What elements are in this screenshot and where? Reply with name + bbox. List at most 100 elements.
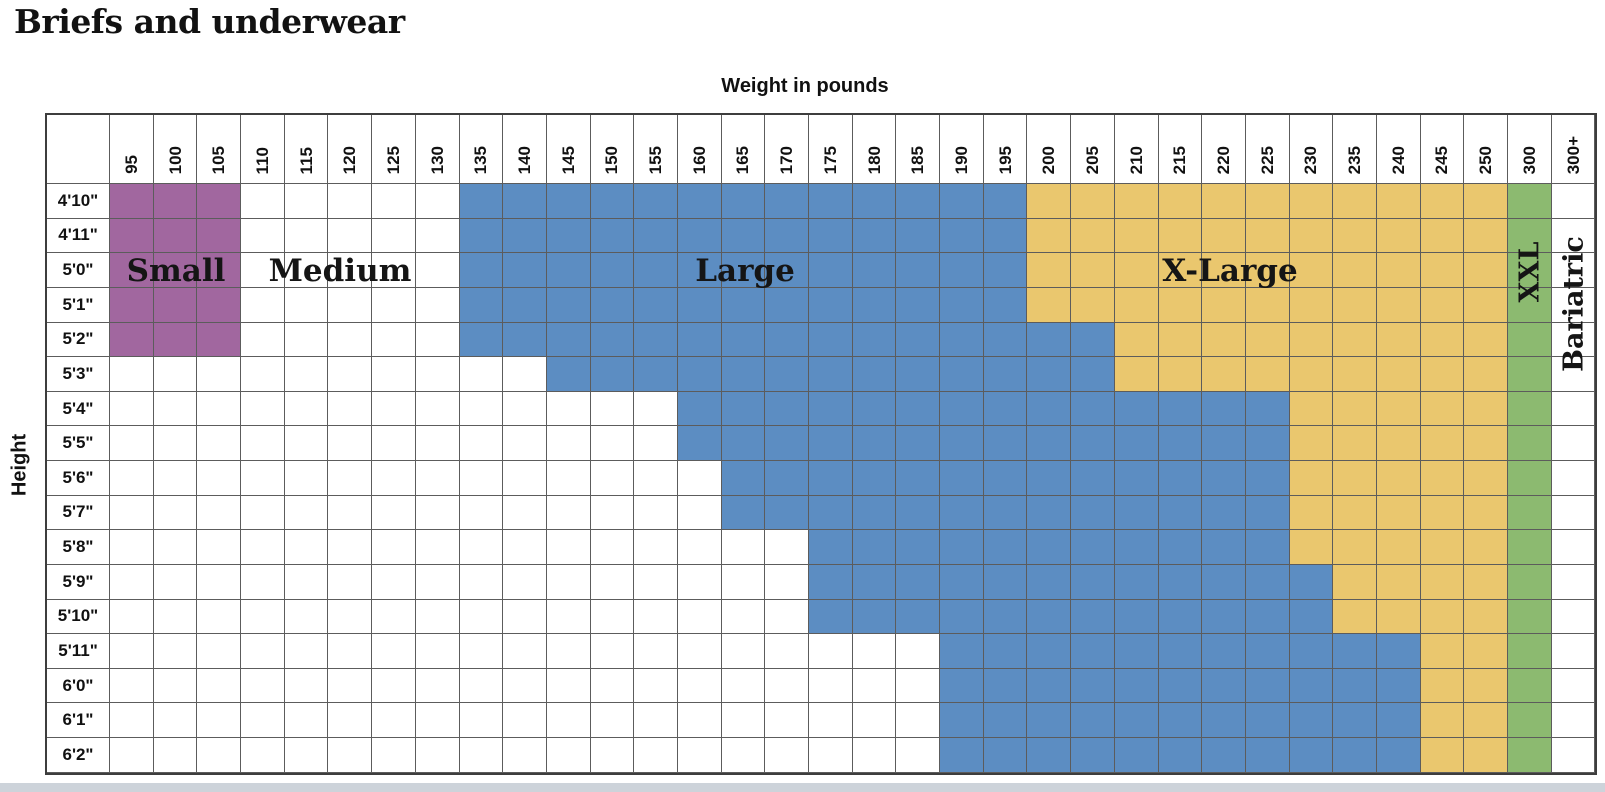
size-cell xyxy=(241,599,285,635)
size-cell xyxy=(503,426,547,461)
size-cell xyxy=(1245,184,1290,219)
size-cell xyxy=(1551,738,1596,773)
size-cell xyxy=(1071,495,1115,531)
size-cell xyxy=(372,495,416,531)
size-cell xyxy=(1508,599,1552,635)
size-cell xyxy=(765,599,809,635)
size-cell xyxy=(765,391,809,427)
size-cell xyxy=(415,391,460,427)
size-cell xyxy=(328,530,373,565)
size-cell xyxy=(1376,703,1421,738)
size-cell xyxy=(546,461,591,496)
size-cell xyxy=(415,357,460,392)
size-cell xyxy=(1508,738,1552,773)
column-header-145: 145 xyxy=(546,115,591,184)
size-cell xyxy=(546,322,591,358)
size-cell xyxy=(1464,599,1508,635)
size-cell xyxy=(372,253,416,288)
size-cell xyxy=(153,703,198,738)
size-cell xyxy=(1289,426,1334,461)
size-cell xyxy=(503,357,547,392)
size-cell xyxy=(1202,357,1246,392)
size-cell xyxy=(1289,357,1334,392)
size-cell xyxy=(546,634,591,669)
size-cell xyxy=(721,599,766,635)
size-cell xyxy=(940,564,984,600)
size-cell xyxy=(328,495,373,531)
size-cell xyxy=(1158,426,1203,461)
size-cell xyxy=(1551,564,1596,600)
size-cell xyxy=(1551,322,1596,358)
size-cell xyxy=(415,634,460,669)
size-cell xyxy=(1333,495,1377,531)
size-cell xyxy=(241,184,285,219)
column-header-115: 115 xyxy=(284,115,329,184)
size-cell xyxy=(1420,426,1465,461)
size-cell xyxy=(1333,738,1377,773)
size-cell xyxy=(1202,668,1246,704)
size-cell xyxy=(677,703,722,738)
size-cell xyxy=(1071,426,1115,461)
size-cell xyxy=(1376,738,1421,773)
size-cell xyxy=(940,634,984,669)
size-cell xyxy=(1114,668,1159,704)
size-cell xyxy=(153,668,198,704)
size-cell xyxy=(284,253,329,288)
size-cell xyxy=(1289,287,1334,323)
size-cell xyxy=(1027,287,1072,323)
size-cell xyxy=(1071,634,1115,669)
size-cell xyxy=(765,530,809,565)
size-cell xyxy=(1027,599,1072,635)
size-cell xyxy=(1289,495,1334,531)
size-cell xyxy=(1027,461,1072,496)
size-cell xyxy=(809,426,853,461)
size-cell xyxy=(372,391,416,427)
height-axis-label: Height xyxy=(8,433,31,497)
size-cell xyxy=(765,218,809,254)
size-cell xyxy=(1464,738,1508,773)
size-cell xyxy=(1508,703,1552,738)
size-cell xyxy=(415,564,460,600)
size-cell xyxy=(896,357,941,392)
size-cell xyxy=(852,426,897,461)
size-cell xyxy=(328,322,373,358)
size-cell xyxy=(590,564,635,600)
size-cell xyxy=(1245,668,1290,704)
size-cell xyxy=(634,599,678,635)
column-header-165: 165 xyxy=(721,115,766,184)
size-cell xyxy=(721,253,766,288)
size-cell xyxy=(852,184,897,219)
size-cell xyxy=(1420,218,1465,254)
size-cell xyxy=(852,738,897,773)
size-cell xyxy=(1202,564,1246,600)
size-cell xyxy=(1158,253,1203,288)
size-cell xyxy=(1027,391,1072,427)
size-cell xyxy=(503,599,547,635)
size-cell xyxy=(590,253,635,288)
size-cell xyxy=(415,322,460,358)
size-cell xyxy=(459,184,504,219)
size-cell xyxy=(459,391,504,427)
size-cell xyxy=(721,668,766,704)
size-cell xyxy=(372,357,416,392)
size-cell xyxy=(546,564,591,600)
row-header: 6'2" xyxy=(47,738,110,773)
size-cell xyxy=(765,253,809,288)
size-cell xyxy=(415,253,460,288)
size-cell xyxy=(1464,668,1508,704)
column-header-110: 110 xyxy=(241,115,285,184)
size-cell xyxy=(1464,391,1508,427)
size-cell xyxy=(153,391,198,427)
row-header: 5'3" xyxy=(47,357,110,392)
size-cell xyxy=(284,322,329,358)
size-cell xyxy=(110,564,154,600)
size-cell xyxy=(372,184,416,219)
size-cell xyxy=(634,495,678,531)
size-cell xyxy=(721,461,766,496)
size-cell xyxy=(1551,703,1596,738)
size-cell xyxy=(328,357,373,392)
size-cell xyxy=(1333,253,1377,288)
size-cell xyxy=(284,495,329,531)
size-cell xyxy=(372,738,416,773)
